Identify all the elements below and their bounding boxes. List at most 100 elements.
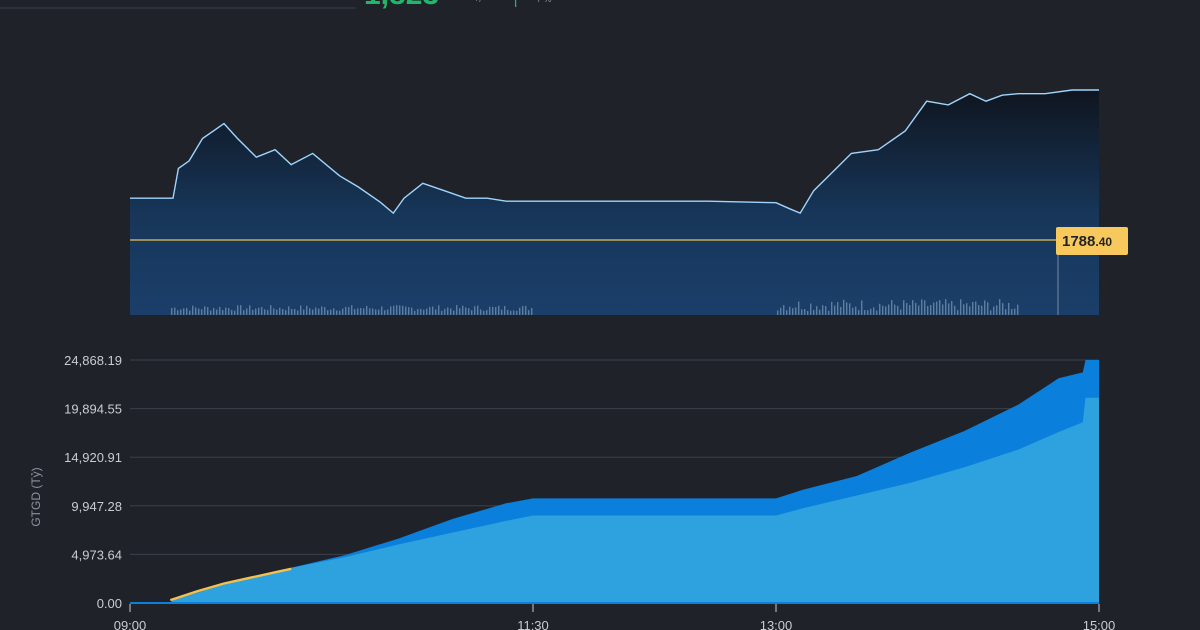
volume-bar [987, 302, 989, 315]
volume-bar [798, 301, 800, 315]
index-value: 1,823 [364, 0, 439, 11]
volume-bar [201, 309, 203, 315]
value-y-tick: 9,947.28 [71, 499, 122, 514]
volume-bar [900, 309, 902, 315]
volume-bar [189, 310, 191, 315]
volume-bar [456, 305, 458, 315]
volume-bar [225, 307, 227, 315]
volume-bar [468, 308, 470, 315]
volume-bar [828, 310, 830, 315]
volume-bar [342, 308, 344, 315]
volume-bar [795, 307, 797, 315]
volume-bar [915, 302, 917, 315]
value-y-tick: 4,973.64 [71, 547, 122, 562]
volume-bar [285, 310, 287, 315]
volume-bar [435, 309, 437, 315]
volume-bar [948, 303, 950, 315]
volume-bar [930, 305, 932, 315]
volume-bar [1011, 308, 1013, 315]
volume-bar [522, 306, 524, 315]
volume-bar [1005, 309, 1007, 315]
volume-bar [420, 308, 422, 315]
volume-bar [846, 302, 848, 315]
volume-bar [288, 306, 290, 315]
volume-bar [258, 307, 260, 315]
current-price-label: 1788.40 [1056, 227, 1128, 255]
volume-bar [330, 309, 332, 315]
volume-bar [300, 305, 302, 315]
volume-bar [291, 308, 293, 315]
volume-bar [312, 309, 314, 315]
volume-bar [408, 307, 410, 315]
volume-bar [294, 308, 296, 315]
time-tick-label: 09:00 [114, 618, 147, 630]
volume-bar [360, 308, 362, 315]
volume-bar [348, 307, 350, 315]
volume-bar [462, 305, 464, 315]
volume-bar [234, 310, 236, 315]
volume-bar [486, 310, 488, 315]
volume-bar [996, 305, 998, 315]
volume-bar [393, 305, 395, 315]
volume-bar [864, 310, 866, 315]
volume-bar [471, 310, 473, 315]
volume-bar [852, 307, 854, 315]
volume-bar [876, 310, 878, 315]
volume-bar [237, 305, 239, 315]
volume-bar [990, 310, 992, 315]
volume-bar [252, 309, 254, 315]
volume-bar [372, 308, 374, 315]
volume-bar [276, 309, 278, 315]
volume-bar [912, 300, 914, 315]
volume-bar [939, 300, 941, 315]
volume-bar [780, 307, 782, 315]
volume-bar [960, 299, 962, 315]
volume-bar [879, 303, 881, 315]
volume-bar [423, 309, 425, 315]
volume-bar [492, 306, 494, 315]
volume-bar [324, 307, 326, 315]
value-y-axis-label: GTGD (Tỷ) [29, 467, 43, 526]
volume-bar [927, 306, 929, 315]
volume-bar [306, 305, 308, 315]
volume-bar [477, 305, 479, 315]
volume-bar [825, 306, 827, 315]
volume-bar [516, 310, 518, 315]
volume-bar [483, 310, 485, 315]
volume-bar [204, 306, 206, 315]
volume-bar [180, 309, 182, 315]
value-y-tick: 19,894.55 [64, 402, 122, 417]
volume-bar [888, 304, 890, 315]
volume-bar [921, 299, 923, 315]
volume-bar [885, 306, 887, 315]
volume-bar [777, 310, 779, 315]
volume-bar [834, 305, 836, 315]
volume-bar [366, 305, 368, 315]
volume-bar [813, 309, 815, 315]
up-arrow-icon: ↑ [508, 0, 523, 13]
volume-bar [339, 310, 341, 315]
volume-bar [891, 300, 893, 315]
volume-bar [1014, 308, 1016, 315]
volume-bar [426, 308, 428, 315]
volume-bar [903, 300, 905, 315]
volume-bar [171, 308, 173, 315]
volume-bar [441, 310, 443, 315]
volume-bar [504, 306, 506, 315]
volume-bar [297, 310, 299, 315]
volume-bar [216, 309, 218, 315]
volume-bar [783, 305, 785, 315]
volume-bar [186, 307, 188, 315]
volume-bar [255, 308, 257, 315]
volume-bar [246, 308, 248, 315]
volume-bar [906, 303, 908, 315]
volume-bar [453, 310, 455, 315]
volume-bar [501, 309, 503, 315]
volume-bar [897, 305, 899, 315]
volume-bar [240, 305, 242, 315]
time-axis: 09:00 11:30 13:00 15:00 [114, 604, 1115, 630]
volume-bar [327, 310, 329, 315]
volume-bar [381, 306, 383, 315]
volume-bar [345, 306, 347, 315]
volume-bar [243, 310, 245, 315]
